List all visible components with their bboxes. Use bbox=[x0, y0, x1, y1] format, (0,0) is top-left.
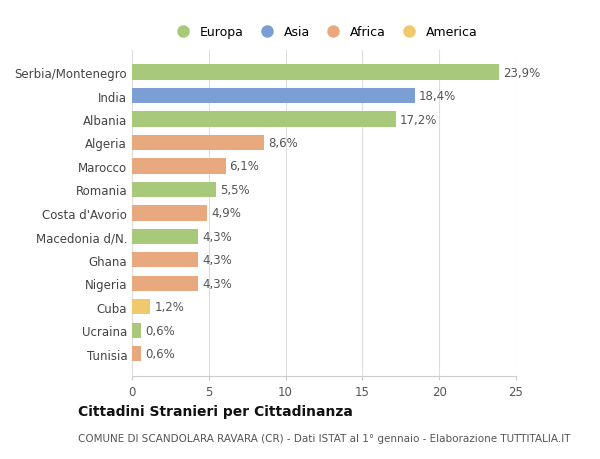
Text: 1,2%: 1,2% bbox=[154, 301, 184, 313]
Bar bbox=[132, 65, 499, 80]
Bar bbox=[132, 276, 198, 291]
Bar bbox=[132, 323, 141, 338]
Text: 0,6%: 0,6% bbox=[145, 347, 175, 360]
Bar bbox=[132, 347, 141, 362]
Text: 0,6%: 0,6% bbox=[145, 324, 175, 337]
Text: 5,5%: 5,5% bbox=[220, 184, 250, 196]
Bar bbox=[132, 182, 217, 198]
Text: 23,9%: 23,9% bbox=[503, 67, 540, 79]
Text: COMUNE DI SCANDOLARA RAVARA (CR) - Dati ISTAT al 1° gennaio - Elaborazione TUTTI: COMUNE DI SCANDOLARA RAVARA (CR) - Dati … bbox=[78, 433, 571, 442]
Bar bbox=[132, 135, 264, 151]
Text: 4,3%: 4,3% bbox=[202, 230, 232, 243]
Bar bbox=[132, 89, 415, 104]
Bar bbox=[132, 252, 198, 268]
Text: 18,4%: 18,4% bbox=[418, 90, 456, 103]
Bar bbox=[132, 112, 396, 127]
Text: 4,9%: 4,9% bbox=[211, 207, 241, 220]
Text: Cittadini Stranieri per Cittadinanza: Cittadini Stranieri per Cittadinanza bbox=[78, 404, 353, 419]
Bar bbox=[132, 300, 151, 315]
Text: 6,1%: 6,1% bbox=[230, 160, 259, 173]
Text: 4,3%: 4,3% bbox=[202, 254, 232, 267]
Bar bbox=[132, 159, 226, 174]
Text: 8,6%: 8,6% bbox=[268, 137, 298, 150]
Bar bbox=[132, 206, 207, 221]
Text: 17,2%: 17,2% bbox=[400, 113, 437, 126]
Text: 4,3%: 4,3% bbox=[202, 277, 232, 290]
Bar bbox=[132, 229, 198, 245]
Legend: Europa, Asia, Africa, America: Europa, Asia, Africa, America bbox=[165, 21, 483, 44]
